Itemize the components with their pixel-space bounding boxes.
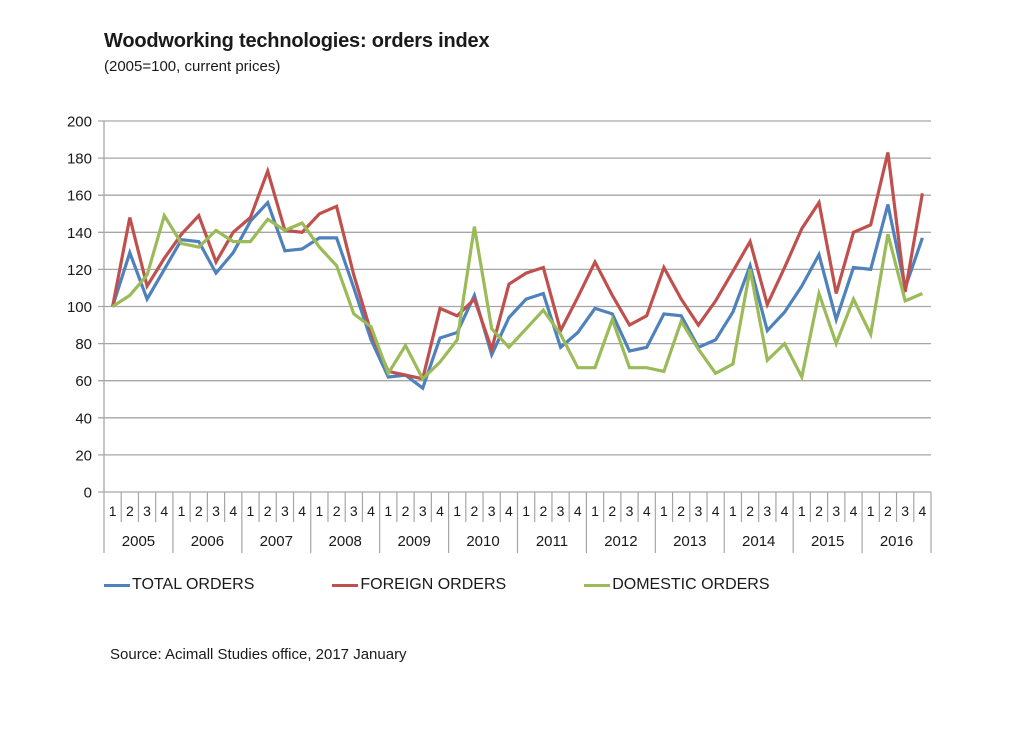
y-tick-label: 100 xyxy=(67,299,92,316)
x-tick-label-quarter: 3 xyxy=(763,503,771,519)
x-tick-label-quarter: 3 xyxy=(350,503,358,519)
x-tick-label-quarter: 2 xyxy=(677,503,685,519)
x-tick-label-quarter: 4 xyxy=(505,503,513,519)
x-tick-label-quarter: 4 xyxy=(918,503,926,519)
legend: TOTAL ORDERS FOREIGN ORDERS DOMESTIC ORD… xyxy=(104,576,848,594)
y-tick-label: 60 xyxy=(75,373,92,390)
x-tick-label-quarter: 2 xyxy=(746,503,754,519)
x-tick-label-quarter: 4 xyxy=(160,503,168,519)
x-tick-label-quarter: 1 xyxy=(660,503,668,519)
x-tick-label-quarter: 3 xyxy=(695,503,703,519)
x-tick-label-quarter: 3 xyxy=(488,503,496,519)
x-tick-label-year: 2006 xyxy=(191,533,224,550)
y-tick-label: 140 xyxy=(67,225,92,242)
x-tick-label-quarter: 1 xyxy=(729,503,737,519)
x-tick-label-quarter: 4 xyxy=(712,503,720,519)
x-tick-label-year: 2013 xyxy=(673,533,706,550)
x-tick-label-quarter: 3 xyxy=(212,503,220,519)
x-tick-label-year: 2010 xyxy=(466,533,499,550)
x-tick-label-quarter: 2 xyxy=(608,503,616,519)
series-total-orders xyxy=(111,199,924,391)
x-tick-label-quarter: 2 xyxy=(402,503,410,519)
x-tick-label-quarter: 1 xyxy=(384,503,392,519)
y-tick-label: 20 xyxy=(75,447,92,464)
x-tick-label-quarter: 3 xyxy=(143,503,151,519)
x-tick-label-quarter: 4 xyxy=(367,503,375,519)
y-axis-ticks: 0 20 40 60 80 100 120 140 160 180 200 xyxy=(67,114,92,502)
y-tick-label: 40 xyxy=(75,410,92,427)
x-tick-label-quarter: 2 xyxy=(264,503,272,519)
x-tick-label-quarter: 4 xyxy=(574,503,582,519)
x-tick-label-quarter: 2 xyxy=(815,503,823,519)
y-tick-label: 180 xyxy=(67,151,92,168)
x-tick-label-year: 2016 xyxy=(880,533,913,550)
series-foreign-orders xyxy=(111,152,924,381)
x-tick-label-quarter: 3 xyxy=(626,503,634,519)
x-tick-label-quarter: 4 xyxy=(781,503,789,519)
series-domestic-orders xyxy=(111,211,924,382)
x-tick-label-quarter: 3 xyxy=(832,503,840,519)
y-tick-label: 120 xyxy=(67,262,92,279)
x-tick-label-quarter: 1 xyxy=(867,503,875,519)
x-tick-label-quarter: 2 xyxy=(539,503,547,519)
gridlines xyxy=(98,120,931,493)
x-tick-label-quarter: 1 xyxy=(178,503,186,519)
x-tick-label-quarter: 4 xyxy=(643,503,651,519)
legend-label-total: TOTAL ORDERS xyxy=(132,576,255,593)
x-tick-label-quarter: 4 xyxy=(298,503,306,519)
x-tick-label-quarter: 1 xyxy=(591,503,599,519)
x-tick-label-quarter: 3 xyxy=(419,503,427,519)
x-tick-label-quarter: 2 xyxy=(333,503,341,519)
x-tick-label-quarter: 3 xyxy=(281,503,289,519)
x-tick-label-quarter: 1 xyxy=(453,503,461,519)
x-tick-label-quarter: 1 xyxy=(247,503,255,519)
y-tick-label: 160 xyxy=(67,188,92,205)
x-tick-label-quarter: 2 xyxy=(126,503,134,519)
chart-subtitle: (2005=100, current prices) xyxy=(104,58,281,75)
x-tick-label-quarter: 2 xyxy=(884,503,892,519)
x-tick-label-quarter: 2 xyxy=(195,503,203,519)
x-tick-label-quarter: 4 xyxy=(850,503,858,519)
legend-swatch-foreign xyxy=(332,583,359,587)
y-tick-label: 200 xyxy=(67,114,92,131)
x-tick-label-year: 2008 xyxy=(329,533,362,550)
x-tick-label-year: 2015 xyxy=(811,533,844,550)
x-tick-label-quarter: 3 xyxy=(901,503,909,519)
legend-label-domestic: DOMESTIC ORDERS xyxy=(612,576,770,593)
x-tick-label-quarter: 1 xyxy=(798,503,806,519)
x-tick-label-quarter: 3 xyxy=(557,503,565,519)
x-tick-label-quarter: 4 xyxy=(229,503,237,519)
source-note: Source: Acimall Studies office, 2017 Jan… xyxy=(110,646,407,663)
x-tick-label-year: 2007 xyxy=(260,533,293,550)
legend-label-foreign: FOREIGN ORDERS xyxy=(360,576,507,593)
x-tick-label-year: 2012 xyxy=(604,533,637,550)
y-tick-label: 0 xyxy=(84,485,92,502)
x-tick-label-quarter: 4 xyxy=(436,503,444,519)
series-lines xyxy=(111,152,924,391)
x-tick-label-year: 2011 xyxy=(536,533,568,550)
x-tick-label-quarter: 2 xyxy=(471,503,479,519)
y-tick-label: 80 xyxy=(75,336,92,353)
x-tick-label-quarter: 1 xyxy=(522,503,530,519)
legend-swatch-total xyxy=(104,583,130,587)
x-tick-label-quarter: 1 xyxy=(109,503,117,519)
legend-swatch-domestic xyxy=(584,583,611,587)
legend-item-total: TOTAL ORDERS xyxy=(104,576,254,594)
x-tick-label-quarter: 1 xyxy=(315,503,323,519)
legend-item-domestic: DOMESTIC ORDERS xyxy=(584,576,770,594)
legend-item-foreign: FOREIGN ORDERS xyxy=(332,576,506,594)
x-tick-label-year: 2014 xyxy=(742,533,775,550)
chart-title: Woodworking technologies: orders index xyxy=(104,30,490,52)
x-tick-label-year: 2005 xyxy=(122,533,155,550)
x-tick-label-year: 2009 xyxy=(397,533,430,550)
